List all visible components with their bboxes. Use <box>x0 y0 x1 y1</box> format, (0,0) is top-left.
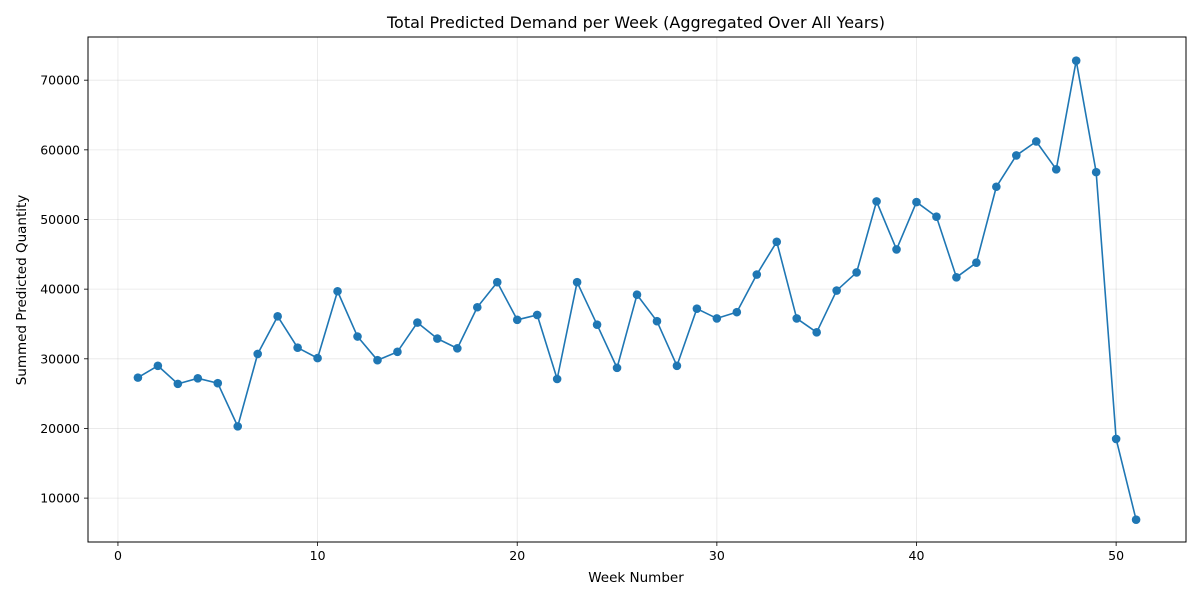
x-tick-label: 50 <box>1108 548 1124 563</box>
x-tick-label: 20 <box>509 548 525 563</box>
data-point <box>672 361 682 371</box>
y-tick-label: 70000 <box>40 73 80 88</box>
data-point <box>1111 434 1121 444</box>
x-tick-label: 0 <box>114 548 122 563</box>
data-point <box>712 314 722 323</box>
data-point <box>333 286 342 296</box>
y-tick-label: 30000 <box>40 351 80 366</box>
data-point <box>413 318 422 327</box>
data-point <box>393 347 402 357</box>
data-series <box>133 56 1141 525</box>
data-point <box>692 304 702 313</box>
data-point <box>512 315 522 325</box>
data-point <box>1051 165 1061 174</box>
axis-ticks: 0 10 20 30 40 50 10000 20000 30000 40000 50000 6000… <box>40 73 1124 563</box>
data-point <box>353 332 362 341</box>
data-point <box>792 314 802 323</box>
data-point <box>592 320 602 329</box>
y-tick-label: 60000 <box>40 142 80 157</box>
x-tick-label: 40 <box>909 548 925 563</box>
data-point <box>1091 167 1101 177</box>
data-point <box>892 245 901 254</box>
chart-title: Total Predicted Demand per Week (Aggrega… <box>386 13 885 32</box>
data-point <box>952 273 961 282</box>
data-point <box>532 310 542 320</box>
y-tick-label: 50000 <box>40 212 80 227</box>
data-point <box>912 197 921 207</box>
data-point <box>173 379 183 389</box>
y-tick-label: 20000 <box>40 421 80 436</box>
data-point <box>313 353 322 363</box>
data-point <box>872 197 881 206</box>
data-point <box>1131 515 1141 525</box>
data-point <box>472 302 482 312</box>
y-axis-label: Summed Predicted Quantity <box>14 195 30 386</box>
data-point <box>772 237 782 247</box>
x-tick-label: 10 <box>310 548 326 563</box>
data-point <box>612 363 622 373</box>
data-point <box>193 374 203 383</box>
data-point <box>932 212 941 222</box>
data-point <box>732 307 742 317</box>
data-point <box>832 286 841 295</box>
x-tick-label: 30 <box>709 548 725 563</box>
data-point <box>293 343 302 352</box>
data-point <box>572 277 582 287</box>
data-point <box>233 422 243 431</box>
data-point <box>812 328 821 337</box>
data-point <box>992 182 1001 192</box>
data-point <box>852 268 861 277</box>
data-point <box>752 270 762 279</box>
data-point <box>1012 151 1021 160</box>
data-point <box>1031 137 1041 146</box>
data-point <box>492 277 502 287</box>
data-point <box>453 344 462 353</box>
data-point <box>373 355 382 365</box>
y-tick-label: 10000 <box>40 491 80 506</box>
y-tick-label: 40000 <box>40 282 80 297</box>
data-point <box>253 349 262 359</box>
data-point <box>1071 56 1081 65</box>
data-point <box>133 373 143 382</box>
x-axis-label: Week Number <box>588 570 684 586</box>
data-point <box>153 361 163 371</box>
data-point <box>273 312 282 321</box>
grid-lines <box>88 37 1186 542</box>
data-point <box>632 290 642 300</box>
data-point <box>213 378 223 388</box>
data-point <box>433 334 442 343</box>
data-point <box>552 374 562 384</box>
data-point <box>652 316 662 326</box>
data-point <box>972 258 981 267</box>
